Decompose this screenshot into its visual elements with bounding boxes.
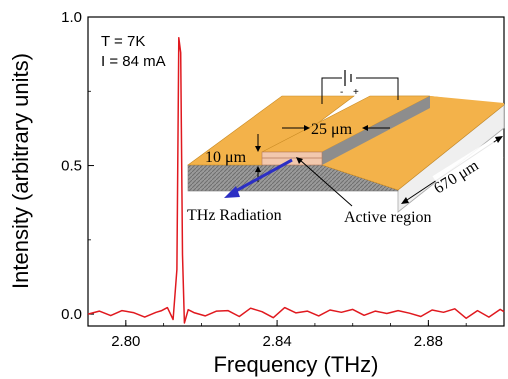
temperature-annotation: T = 7K (101, 33, 145, 50)
thz-radiation-arrow (231, 158, 293, 195)
thz-radiation-label: THz Radiation (187, 207, 282, 224)
length-label-backdrop (432, 139, 504, 195)
active-region-label: Active region (344, 209, 432, 226)
length-arrowhead-top (495, 136, 503, 143)
spectrum-line (87, 37, 505, 324)
ridge-front (261, 151, 323, 166)
x-tick-label: 2.88 (414, 333, 443, 350)
x-tick-label: 2.80 (111, 333, 140, 350)
width-arrowhead-right (362, 125, 368, 131)
current-annotation: I = 84 mA (101, 53, 166, 70)
axis-tick-labels: 2.80 2.84 2.88 0.0 0.5 1.0 (61, 9, 443, 350)
height-arrowhead-top (255, 146, 261, 152)
device-top-surface-left (187, 95, 355, 166)
wire-left (321, 77, 342, 104)
width-label: 25 μm (311, 121, 353, 138)
length-arrowhead-bottom (401, 197, 409, 204)
device-schematic: - + 25 μm 10 μm 670 μm THz Radiation Act… (187, 70, 505, 226)
active-region-pointer-head (296, 157, 303, 164)
height-arrowhead-bottom (255, 166, 261, 172)
ridge-side (322, 96, 430, 165)
device-top-surface-right-fill (322, 96, 504, 165)
y-tick-label: 1.0 (61, 9, 82, 26)
x-axis-label: Frequency (THz) (213, 352, 378, 377)
battery-plus-sign: + (353, 87, 359, 98)
thz-radiation-arrowhead (224, 186, 240, 198)
height-label: 10 μm (205, 149, 247, 166)
y-tick-label: 0.0 (61, 306, 82, 323)
plot-frame (87, 16, 505, 327)
wire-right (356, 77, 399, 100)
width-arrowhead-left (304, 125, 310, 131)
active-region-pointer (299, 159, 353, 207)
x-tick-label: 2.84 (262, 333, 291, 350)
battery-minus-sign: - (340, 87, 343, 98)
y-axis-label: Intensity (arbitrary units) (8, 53, 33, 289)
y-tick-label: 0.5 (61, 158, 82, 175)
